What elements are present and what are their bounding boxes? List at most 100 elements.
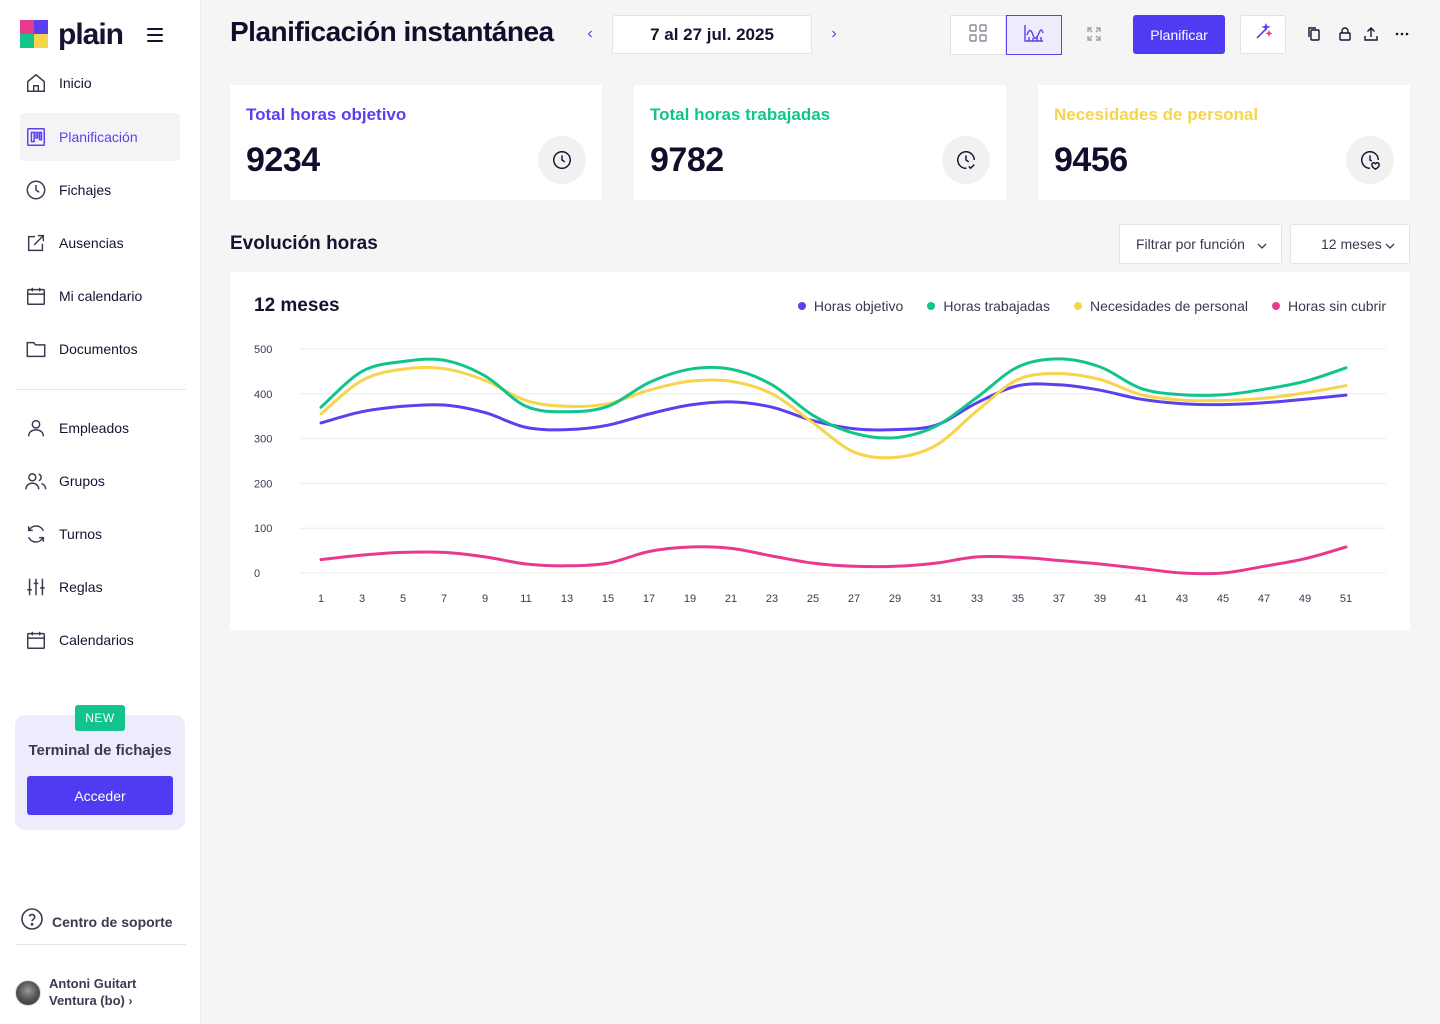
plan-button[interactable]: Planificar <box>1133 15 1225 54</box>
more-options-icon[interactable] <box>1392 24 1412 44</box>
section-title: Evolución horas <box>230 233 378 254</box>
lock-icon[interactable] <box>1335 24 1355 44</box>
x-tick-label: 25 <box>807 593 819 605</box>
support-label: Centro de soporte <box>52 913 173 930</box>
sidebar-item-label: Reglas <box>59 579 103 595</box>
sidebar-item-reglas[interactable]: Reglas <box>20 563 180 611</box>
magic-wand-button[interactable] <box>1240 15 1286 54</box>
sidebar-item-turnos[interactable]: Turnos <box>20 510 180 558</box>
x-tick-label: 15 <box>602 593 614 605</box>
sidebar-item-inicio[interactable]: Inicio <box>20 59 180 107</box>
logo-icon <box>20 20 49 49</box>
clock-icon <box>24 178 48 202</box>
chart-view-button[interactable] <box>1006 15 1062 55</box>
sidebar-item-empleados[interactable]: Empleados <box>20 404 180 452</box>
stat-label: Necesidades de personal <box>1054 105 1259 124</box>
sidebar-item-label: Mi calendario <box>59 288 143 304</box>
line-chart-icon <box>1023 23 1045 48</box>
sidebar-item-label: Fichajes <box>59 182 112 198</box>
x-tick-label: 33 <box>971 593 983 605</box>
series-line-horas-objetivo <box>319 382 1348 432</box>
x-tick-label: 5 <box>400 593 406 605</box>
fullscreen-icon[interactable] <box>1084 24 1104 44</box>
clock-check-icon <box>942 136 990 184</box>
x-tick-label: 19 <box>684 593 696 605</box>
series-line-necesidades-de-personal <box>319 365 1348 460</box>
sidebar-item-documentos[interactable]: Documentos <box>20 325 180 373</box>
sidebar: plain Inicio Planificación Fichajes Ause… <box>0 0 201 1024</box>
sidebar-item-label: Turnos <box>59 526 103 542</box>
legend-dot <box>797 302 806 310</box>
avatar <box>15 979 41 1006</box>
x-tick-label: 1 <box>318 593 324 605</box>
external-link-icon <box>24 231 48 255</box>
user-name: Antoni Guitart Ventura (bo) › <box>49 976 137 1008</box>
grid-view-button[interactable] <box>950 15 1006 55</box>
logo[interactable]: plain <box>20 17 124 51</box>
upload-icon[interactable] <box>1361 24 1381 44</box>
access-button[interactable]: Acceder <box>27 776 173 815</box>
calendar-icon <box>24 628 48 652</box>
chevron-left-icon[interactable]: ‹ <box>587 25 593 42</box>
stat-card-worked-hours: Total horas trabajadas 9782 <box>634 85 1006 200</box>
stat-card-target-hours: Total horas objetivo 9234 <box>230 85 602 200</box>
y-tick-label: 500 <box>254 344 272 356</box>
y-tick-label: 100 <box>254 523 272 535</box>
x-tick-label: 3 <box>359 593 365 605</box>
chevron-down-icon <box>1257 236 1267 252</box>
legend-dot <box>927 302 936 310</box>
stat-value: 9456 <box>1054 141 1128 179</box>
series-line-horas-trabajadas <box>319 357 1348 440</box>
legend-item[interactable]: Horas objetivo <box>797 298 903 314</box>
period-dropdown[interactable]: 12 meses <box>1290 224 1410 264</box>
divider <box>15 944 186 945</box>
x-tick-label: 47 <box>1258 593 1270 605</box>
clock-icon <box>538 136 586 184</box>
support-link[interactable]: Centro de soporte <box>20 907 173 936</box>
calendar-icon <box>24 284 48 308</box>
x-tick-label: 27 <box>848 593 860 605</box>
x-tick-label: 31 <box>930 593 942 605</box>
x-tick-label: 21 <box>725 593 737 605</box>
legend-item[interactable]: Horas trabajadas <box>927 298 1050 314</box>
copy-icon[interactable] <box>1304 24 1324 44</box>
sidebar-item-calendarios[interactable]: Calendarios <box>20 616 180 664</box>
sidebar-item-label: Ausencias <box>59 235 124 251</box>
sidebar-item-label: Documentos <box>59 341 138 357</box>
legend-item[interactable]: Horas sin cubrir <box>1271 298 1386 314</box>
planning-board-icon <box>24 125 48 149</box>
chart-card: 0 100 200 300 400 500 1 3 5 7 9 11 13 15 17 19 21 23 25 27 2… <box>230 272 1410 630</box>
sidebar-item-planificacion[interactable]: Planificación <box>20 113 180 161</box>
dropdown-label: Filtrar por función <box>1136 236 1245 252</box>
date-range-picker[interactable]: 7 al 27 jul. 2025 <box>612 15 812 54</box>
legend-dot <box>1271 302 1280 310</box>
legend-item[interactable]: Necesidades de personal <box>1073 298 1248 314</box>
users-icon <box>24 469 48 493</box>
legend-label: Horas sin cubrir <box>1287 298 1386 314</box>
x-tick-label: 7 <box>441 593 447 605</box>
hamburger-menu-icon[interactable] <box>147 28 163 42</box>
x-tick-label: 37 <box>1053 593 1065 605</box>
sidebar-item-label: Empleados <box>59 420 130 436</box>
x-tick-label: 29 <box>889 593 901 605</box>
logo-text: plain <box>58 17 124 51</box>
sidebar-item-fichajes[interactable]: Fichajes <box>20 166 180 214</box>
home-icon <box>24 71 48 95</box>
x-tick-label: 11 <box>520 593 531 605</box>
x-tick-label: 43 <box>1176 593 1188 605</box>
sliders-icon <box>24 575 48 599</box>
sidebar-item-label: Inicio <box>59 75 92 91</box>
sidebar-item-label: Calendarios <box>59 632 134 648</box>
sidebar-item-label: Planificación <box>59 129 138 145</box>
promo-title: Terminal de fichajes <box>28 742 172 759</box>
sidebar-item-label: Grupos <box>59 473 105 489</box>
chevron-right-icon[interactable]: › <box>831 25 837 42</box>
divider <box>15 389 186 390</box>
function-filter-dropdown[interactable]: Filtrar por función <box>1119 224 1282 264</box>
sidebar-item-ausencias[interactable]: Ausencias <box>20 219 180 267</box>
sidebar-item-mi-calendario[interactable]: Mi calendario <box>20 272 180 320</box>
folder-icon <box>24 337 48 361</box>
legend-dot <box>1073 302 1082 310</box>
sidebar-item-grupos[interactable]: Grupos <box>20 457 180 505</box>
user-menu[interactable]: Antoni Guitart Ventura (bo) › <box>15 975 136 1010</box>
